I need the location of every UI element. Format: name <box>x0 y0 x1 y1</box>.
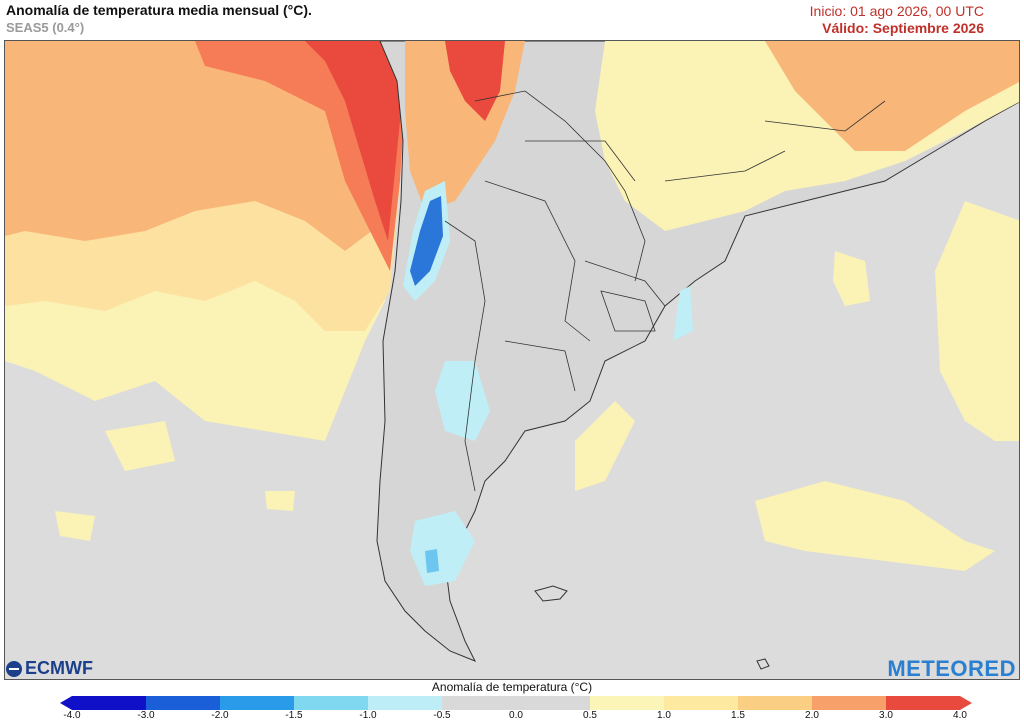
pacific-red-core <box>305 41 403 241</box>
colorbar-segment <box>886 696 972 710</box>
colorbar-tick-label: -0.5 <box>433 710 451 721</box>
anomaly-map <box>4 40 1020 680</box>
meteored-logo: METEORED <box>887 656 1016 681</box>
colorbar-tick-label: 4.0 <box>953 710 967 721</box>
andes-cold-dark <box>410 196 443 286</box>
colorbar-tick-label: -2.0 <box>211 710 229 721</box>
colorbar-tick-label: 2.0 <box>805 710 819 721</box>
colorbar-tick-label: -1.5 <box>285 710 303 721</box>
patagonia-cold-2 <box>410 511 475 586</box>
andes-red-north <box>445 41 505 121</box>
colorbar-segment <box>590 696 665 710</box>
colorbar <box>60 696 972 710</box>
falkland-islands <box>534 585 568 602</box>
ecmwf-logo-icon <box>6 660 22 677</box>
colorbar-segment <box>738 696 813 710</box>
brazil-orange <box>765 41 1019 151</box>
south-pacific-patch-3 <box>265 491 295 511</box>
colorbar-segment <box>220 696 295 710</box>
atlantic-yellow-south <box>755 481 995 571</box>
colorbar-tick-label: 0.0 <box>509 710 523 721</box>
ecmwf-logo: ECMWF <box>6 658 93 679</box>
map-canvas <box>5 41 1019 679</box>
colorbar-tick-label: -4.0 <box>63 710 81 721</box>
colorbar-segment <box>812 696 887 710</box>
colorbar-segment <box>146 696 221 710</box>
ecmwf-logo-text: ECMWF <box>25 658 93 678</box>
colorbar-tick-label: -1.0 <box>359 710 377 721</box>
colorbar-ticks: -4.0 -3.0 -2.0 -1.5 -1.0 -0.5 0.0 0.5 1.0 1.5 2.0 3… <box>0 710 1024 722</box>
colorbar-segment <box>442 696 517 710</box>
atlantic-yellow-patch <box>833 251 870 306</box>
init-time: Inicio: 01 ago 2026, 00 UTC <box>809 3 984 19</box>
valid-period: Válido: Septiembre 2026 <box>822 20 984 36</box>
atlantic-cold-patch <box>673 286 693 341</box>
colorbar-tick-label: 3.0 <box>879 710 893 721</box>
colorbar-segment <box>368 696 443 710</box>
colorbar-segment <box>516 696 591 710</box>
south-pacific-patch-2 <box>55 511 95 541</box>
colorbar-title: Anomalía de temperatura (°C) <box>431 680 593 694</box>
atlantic-yellow-east <box>935 201 1019 441</box>
colorbar-segment <box>664 696 739 710</box>
colorbar-tick-label: -3.0 <box>137 710 155 721</box>
south-america-land <box>376 41 1019 662</box>
patagonia-cold-3 <box>425 549 439 573</box>
south-georgia <box>756 658 770 670</box>
south-pacific-patch-1 <box>105 421 175 471</box>
atlantic-yellow-mid <box>575 401 635 491</box>
model-subtitle: SEAS5 (0.4°) <box>6 20 85 35</box>
patagonia-cold-1 <box>435 361 490 441</box>
map-title: Anomalía de temperatura media mensual (°… <box>6 2 312 18</box>
colorbar-segment <box>294 696 369 710</box>
colorbar-tick-label: 0.5 <box>583 710 597 721</box>
country-borders <box>444 90 886 492</box>
colorbar-tick-label: 1.0 <box>657 710 671 721</box>
colorbar-tick-label: 1.5 <box>731 710 745 721</box>
colorbar-segment <box>60 696 146 710</box>
